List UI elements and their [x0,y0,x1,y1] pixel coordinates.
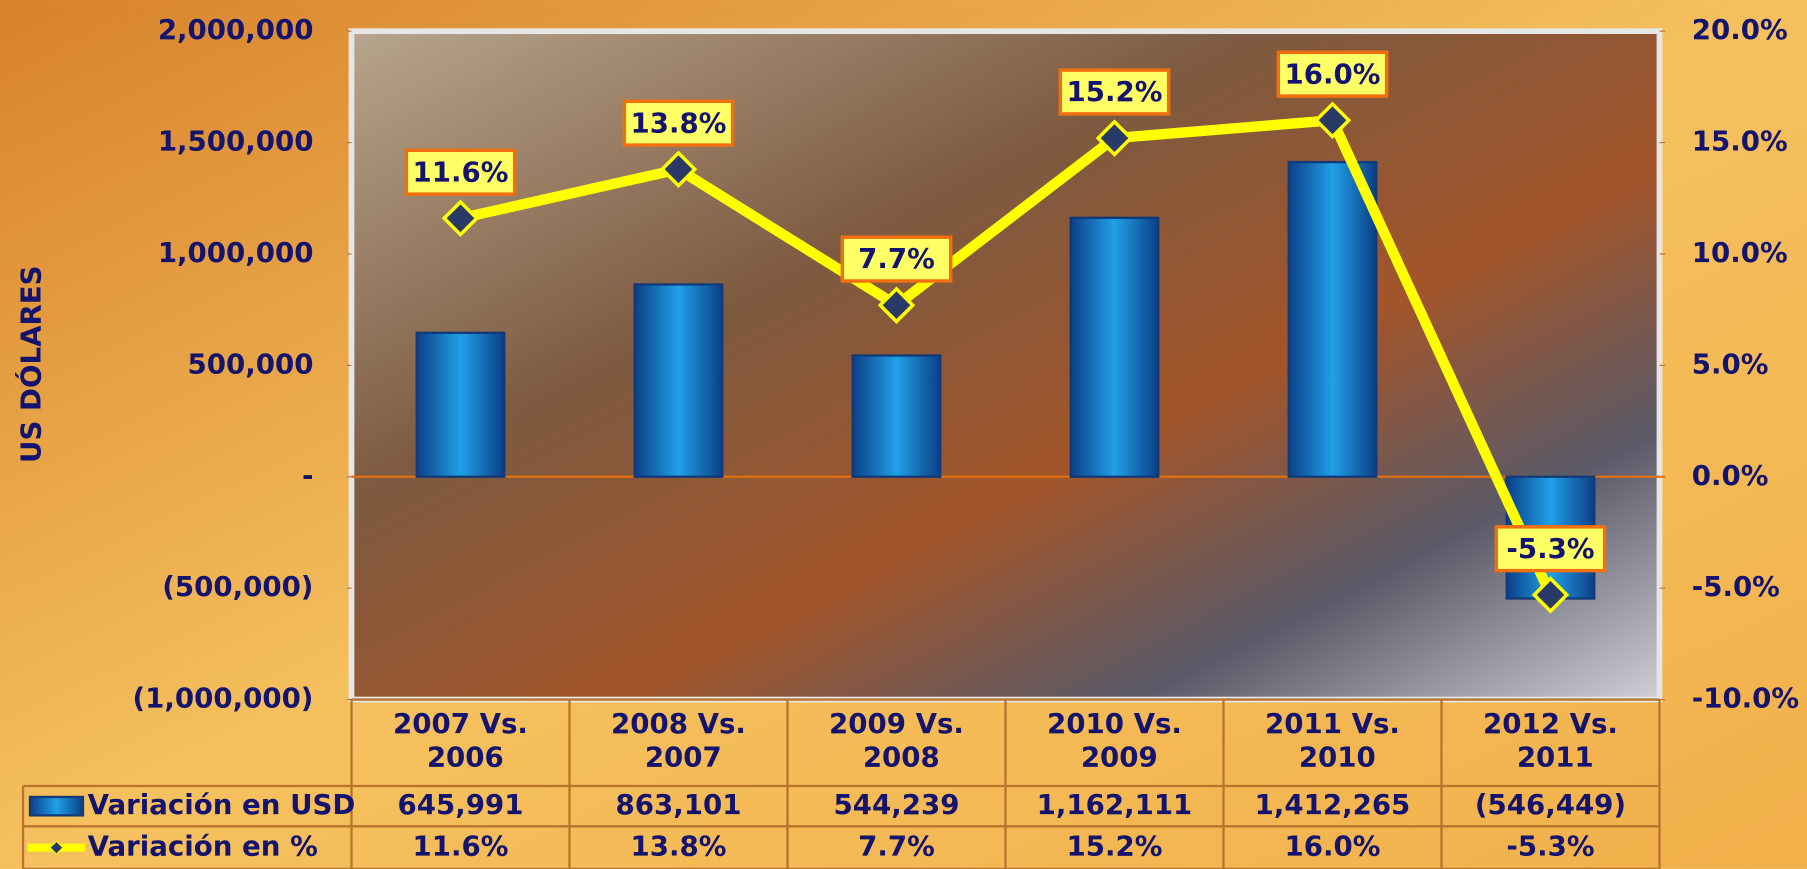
table-cell: 1,412,265 [1255,788,1411,821]
data-label: 16.0% [1285,57,1381,90]
data-label: 15.2% [1067,75,1163,108]
y-axis-title: US DÓLARES [13,265,47,463]
legend-label: Variación en USD [88,788,356,821]
bar [635,284,723,476]
table-cell: 13.8% [631,830,727,863]
y-tick-label: 1,500,000 [158,125,314,158]
legend-label: Variación en % [88,830,318,863]
data-label: 11.6% [413,155,509,188]
bar [417,333,505,477]
bar [1071,218,1159,477]
y-tick-label: 2,000,000 [158,13,314,46]
table-cell: (546,449) [1475,788,1626,821]
table-cell: 863,101 [616,788,742,821]
table-cell: 16.0% [1285,830,1381,863]
y2-tick-label: 15.0% [1692,125,1788,158]
y-tick-label: (500,000) [162,570,313,603]
legend-icon [30,797,83,815]
y-tick-label: - [302,459,313,492]
bar [853,355,941,476]
table-cell: 15.2% [1067,830,1163,863]
plot-area [351,31,1659,699]
y2-tick-label: -5.0% [1692,570,1780,603]
y-tick-label: 500,000 [188,347,314,380]
table-cell: 645,991 [398,788,524,821]
bar [1289,162,1377,477]
table-cell: 11.6% [413,830,509,863]
y-tick-label: 1,000,000 [158,236,314,269]
table-cell: 7.7% [858,830,935,863]
y2-tick-label: 20.0% [1692,13,1788,46]
chart: US DÓLARES (1,000,000) (500,000) - 500,000 1… [0,0,1807,869]
table-cell: 544,239 [834,788,960,821]
y-tick-label: (1,000,000) [133,682,314,715]
y2-tick-label: 0.0% [1692,459,1769,492]
page: US DÓLARES (1,000,000) (500,000) - 500,000 1… [0,0,1807,869]
y2-tick-label: 10.0% [1692,236,1788,269]
y2-tick-label: 5.0% [1692,347,1769,380]
y2-tick-label: -10.0% [1692,682,1799,715]
data-label: 7.7% [858,242,935,275]
table-cell: 1,162,111 [1037,788,1193,821]
table-cell: -5.3% [1506,830,1594,863]
data-label: 13.8% [631,106,727,139]
data-label: -5.3% [1506,532,1594,565]
